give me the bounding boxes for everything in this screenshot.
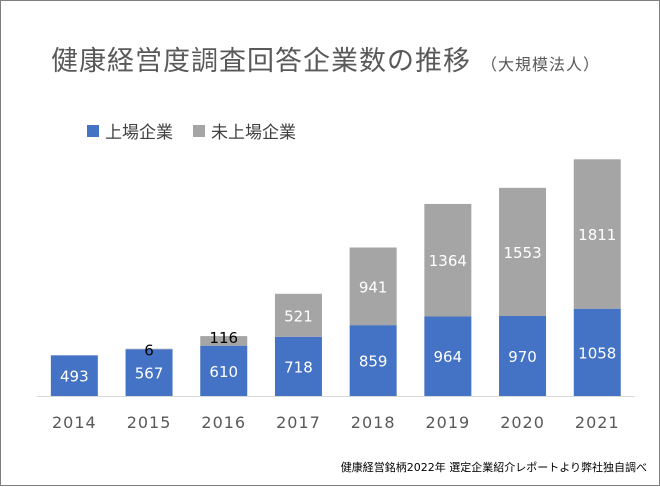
data-label-listed-2021: 1058 <box>578 344 616 362</box>
data-label-listed-2018: 859 <box>359 353 388 371</box>
x-tick-label-2018: 2018 <box>351 413 396 432</box>
data-label-unlisted-2020: 1553 <box>503 244 541 262</box>
x-tick-label-2014: 2014 <box>52 413 97 432</box>
x-tick-label-2015: 2015 <box>127 413 172 432</box>
x-tick-label-2016: 2016 <box>201 413 246 432</box>
data-label-listed-2015: 567 <box>135 365 164 383</box>
data-label-unlisted-2019: 1364 <box>429 252 467 270</box>
x-tick-label-2021: 2021 <box>575 413 620 432</box>
data-label-listed-2019: 964 <box>434 348 463 366</box>
x-tick-label-2019: 2019 <box>425 413 470 432</box>
data-label-unlisted-2017: 521 <box>284 307 313 325</box>
x-tick-label-2017: 2017 <box>276 413 321 432</box>
source-note: 健康経営銘柄2022年 選定企業紹介レポートより弊社独自調べ <box>341 459 647 475</box>
data-label-unlisted-2021: 1811 <box>578 226 616 244</box>
data-label-listed-2020: 970 <box>508 348 537 366</box>
data-label-listed-2017: 718 <box>284 358 313 376</box>
data-label-unlisted-2015: 6 <box>144 342 154 360</box>
x-tick-label-2020: 2020 <box>500 413 545 432</box>
data-label-listed-2014: 493 <box>60 368 89 386</box>
data-label-unlisted-2016: 116 <box>209 329 238 347</box>
data-label-unlisted-2018: 941 <box>359 278 388 296</box>
data-label-listed-2016: 610 <box>209 363 238 381</box>
